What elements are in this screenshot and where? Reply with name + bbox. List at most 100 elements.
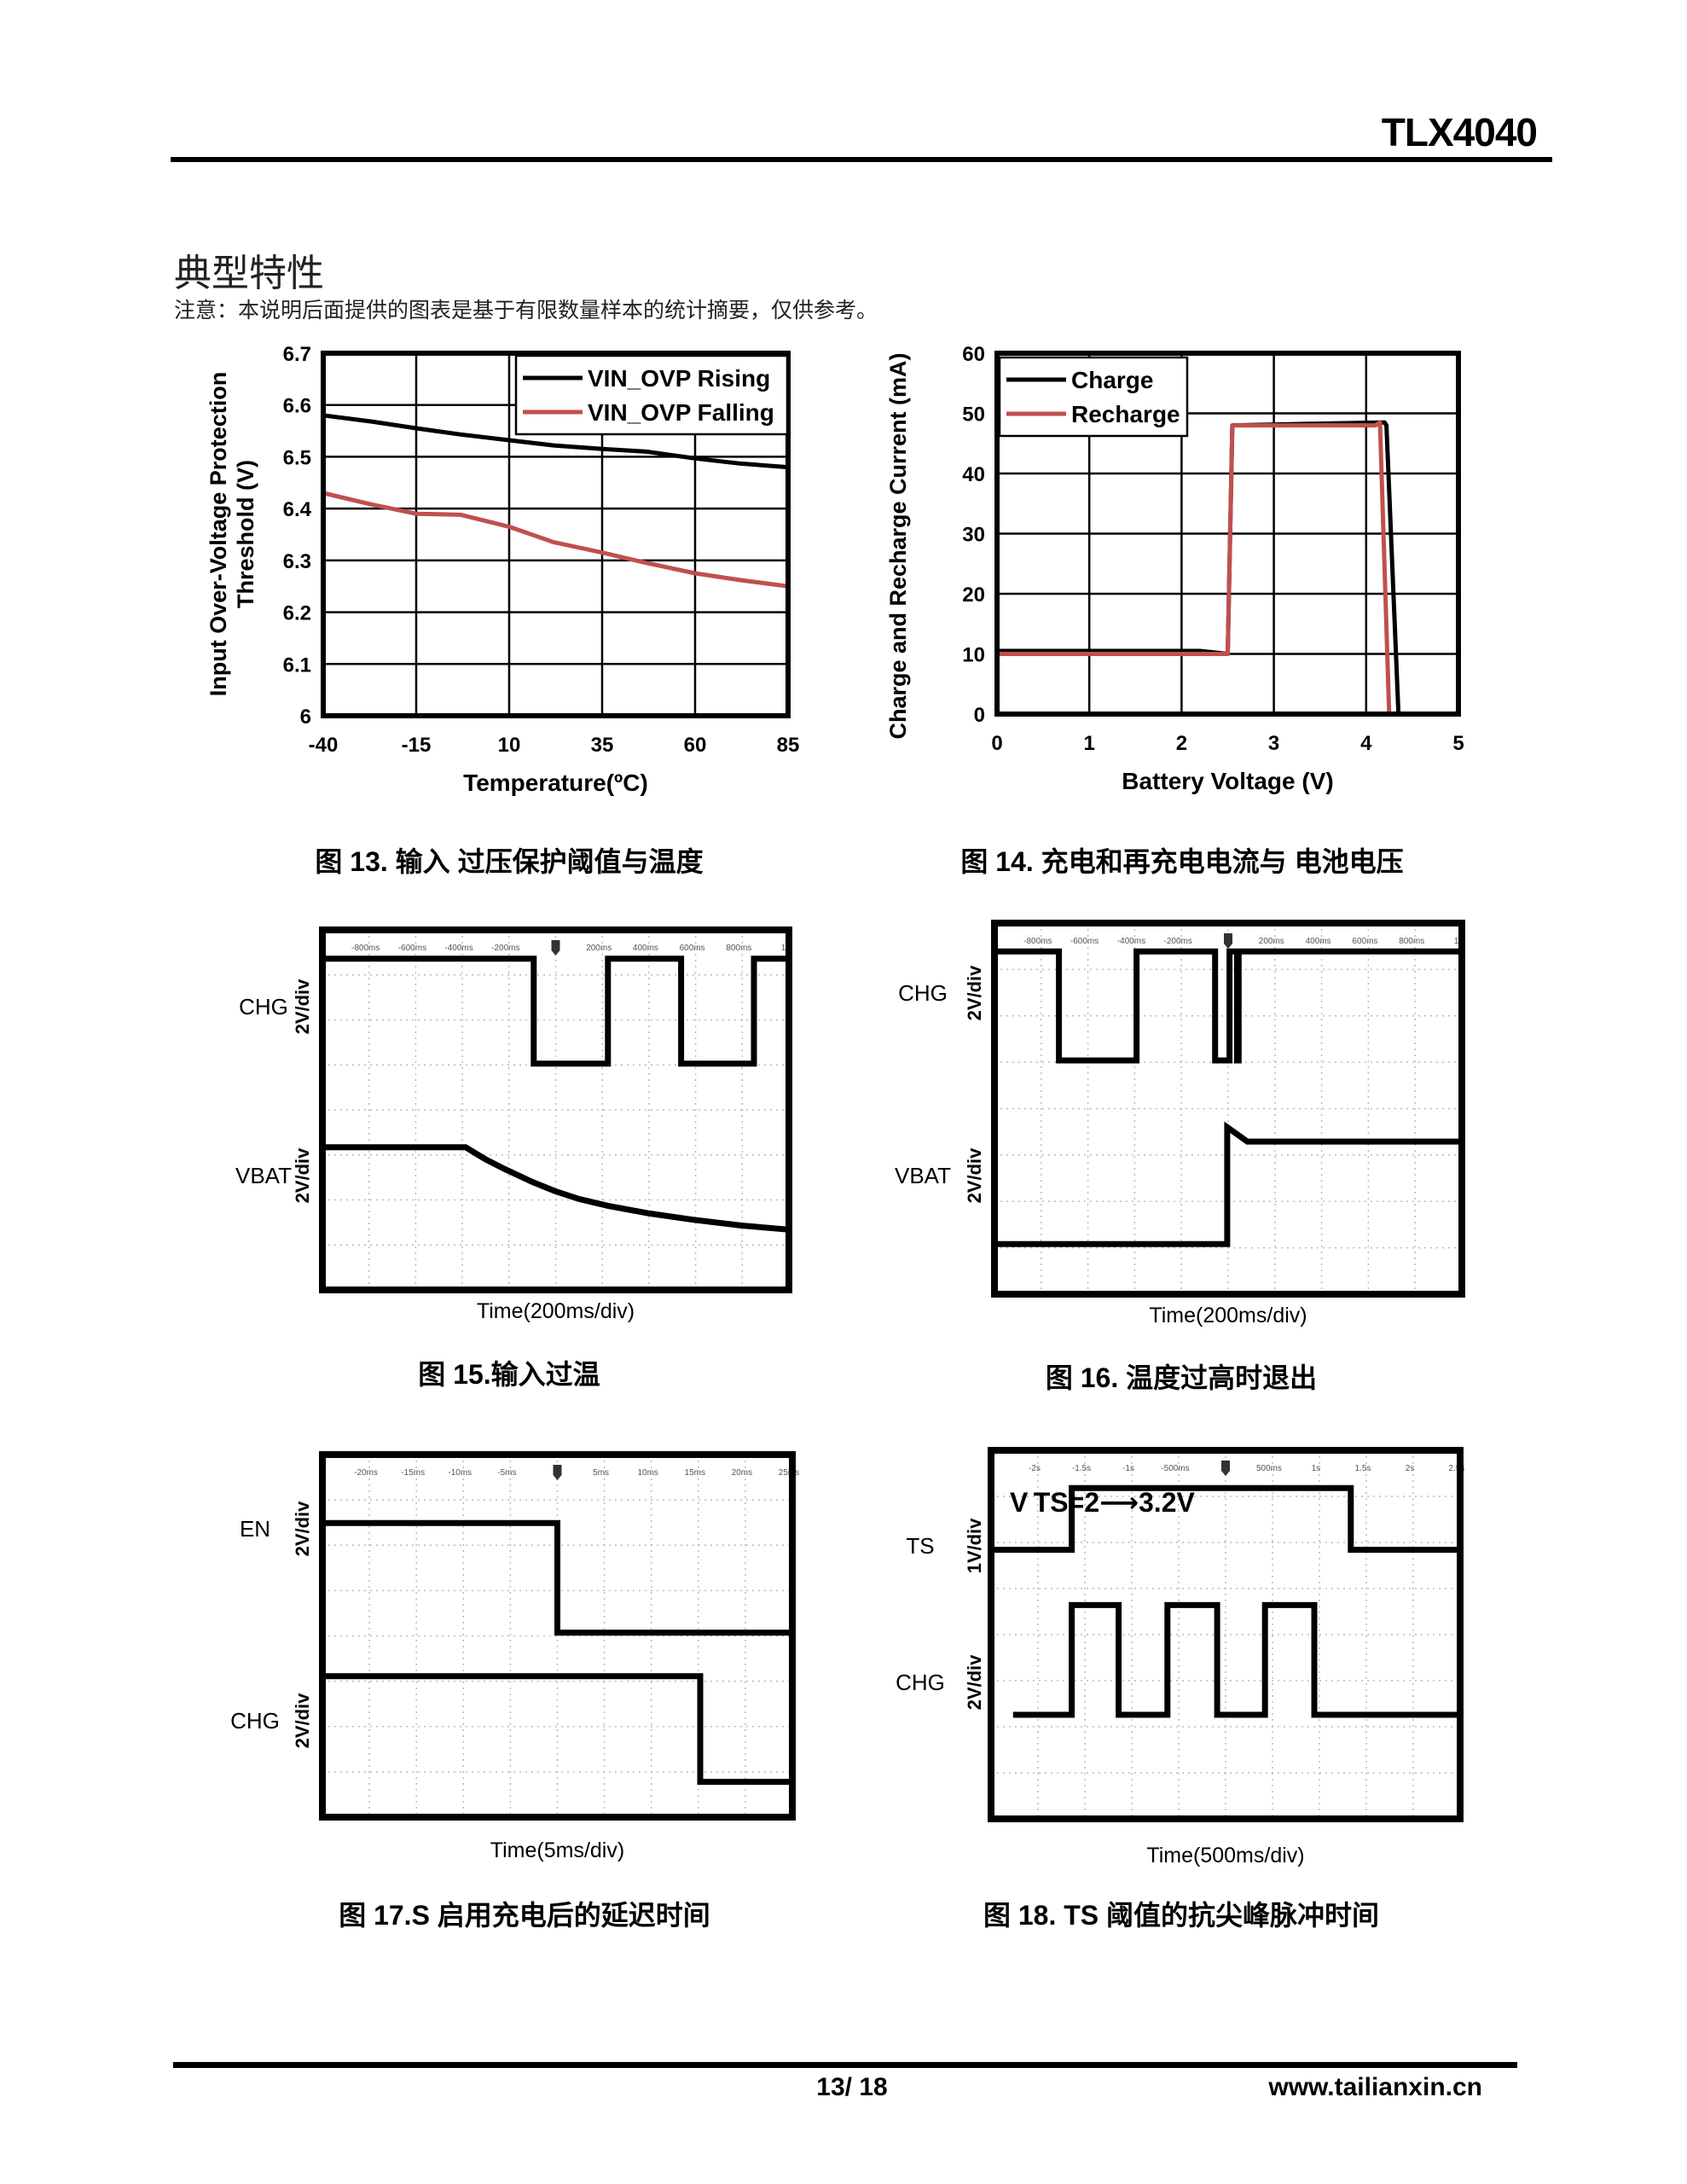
trigger-marker-icon [551, 940, 560, 956]
time-tick-label: 400ms [633, 944, 658, 953]
channel-scale-label: 2V/div [964, 965, 985, 1021]
fig16-scope: -800ms -600ms -400ms -200ms 200ms 400ms 600ms 8… [895, 920, 1465, 1327]
header-rule [171, 157, 1552, 162]
y-tick-label: 6 [300, 706, 311, 729]
channel-scale-label: 2V/div [292, 979, 313, 1035]
x-tick-label: 4 [1360, 732, 1372, 755]
time-axis-label: Time(200ms/div) [477, 1299, 635, 1323]
channel-label: EN [240, 1516, 270, 1542]
x-tick-label: -15 [402, 734, 432, 757]
document-title: TLX4040 [1381, 110, 1538, 154]
y-tick-label: 60 [962, 343, 985, 366]
time-tick-label: 2s [1406, 1464, 1415, 1473]
y-tick-label: 6.1 [283, 653, 311, 677]
trace-ts [991, 1484, 1460, 1554]
y-tick-label: 6.3 [283, 550, 311, 573]
time-tick-label: -200ms [491, 944, 519, 953]
caption-fig16: 图 16. 温度过高时退出 [1045, 1362, 1318, 1393]
time-tick-label: -500ms [1161, 1464, 1189, 1473]
x-tick-label: 3 [1268, 732, 1279, 755]
channel-scale-label: 2V/div [292, 1693, 313, 1749]
channel-label: VBAT [235, 1163, 292, 1188]
legend-label: VIN_OVP Rising [588, 365, 770, 392]
time-tick-label: -800ms [1023, 937, 1052, 946]
trigger-marker-icon [553, 1465, 562, 1480]
x-tick-label: 60 [684, 734, 707, 757]
series-line-vin-ovp-falling [322, 491, 789, 589]
time-tick-label: 10ms [637, 1468, 658, 1478]
footer-rule [173, 2062, 1517, 2068]
time-tick-label: 5ms [593, 1468, 609, 1478]
scope-border [319, 926, 792, 1293]
time-tick-label: -15ms [401, 1468, 425, 1478]
plot-border [994, 351, 1461, 717]
legend-label: VIN_OVP Falling [588, 399, 774, 426]
scope-border [988, 1447, 1464, 1822]
fig17-scope: -20ms -15ms -10ms -5ms 5ms 10ms 15ms 20ms 25msEN… [230, 1451, 799, 1862]
y-axis-label: Input Over-Voltage Protection [206, 372, 231, 697]
trace-vbat [994, 1121, 1462, 1247]
time-tick-label: -600ms [398, 944, 426, 953]
plot-border [321, 351, 791, 718]
fig15-scope: -800ms -600ms -400ms -200ms 200ms 400ms 600ms 8… [235, 926, 792, 1323]
time-tick-label: -400ms [1117, 937, 1145, 946]
time-tick-label: 20ms [732, 1468, 752, 1478]
time-tick-label: -5ms [497, 1468, 516, 1478]
time-tick-label: 200ms [1259, 937, 1284, 946]
time-axis-label: Time(500ms/div) [1146, 1844, 1304, 1867]
x-axis-label: Battery Voltage (V) [1122, 768, 1333, 794]
channel-label: CHG [898, 980, 948, 1006]
y-tick-label: 6.4 [283, 498, 312, 521]
y-axis-label: Charge and Recharge Current (mA) [885, 352, 911, 739]
time-tick-label: -1s [1122, 1464, 1134, 1473]
time-tick-label: 500ms [1256, 1464, 1282, 1473]
y-tick-label: 6.5 [283, 446, 311, 469]
legend-label: Charge [1071, 367, 1153, 393]
x-tick-label: 0 [991, 732, 1002, 755]
time-tick-label: 1.5s [1355, 1464, 1371, 1473]
y-tick-label: 6.6 [283, 395, 311, 418]
series-line-recharge [997, 420, 1399, 717]
time-tick-label: -20ms [354, 1468, 378, 1478]
x-tick-label: 5 [1452, 732, 1464, 755]
x-tick-label: 35 [591, 734, 614, 757]
x-tick-label: 2 [1176, 732, 1187, 755]
time-tick-label: 1s [1312, 1464, 1321, 1473]
scope-border [991, 920, 1465, 1298]
caption-fig15: 图 15.输入过温 [418, 1359, 600, 1390]
x-tick-label: 85 [777, 734, 800, 757]
time-tick-label: -800ms [351, 944, 380, 953]
x-tick-label: 10 [498, 734, 521, 757]
x-tick-label: 1 [1084, 732, 1095, 755]
y-tick-label: 6.7 [283, 343, 311, 366]
y-tick-label: 50 [962, 404, 985, 427]
channel-label: CHG [230, 1708, 280, 1734]
channel-scale-label: 1V/div [964, 1518, 985, 1574]
website-url: www.tailianxin.cn [1268, 2073, 1482, 2101]
fig14-chart: 0 10 20 30 40 50 60 0 1 2 3 4 5 Charge Recharge Battery… [885, 343, 1464, 794]
y-tick-label: 6.2 [283, 602, 311, 625]
time-tick-label: 600ms [680, 944, 705, 953]
time-tick-label: 600ms [1352, 937, 1377, 946]
y-tick-label: 0 [974, 704, 985, 727]
caption-fig17: 图 17.S 启用充电后的延迟时间 [339, 1900, 710, 1931]
caption-fig13: 图 13. 输入 过压保护阈值与温度 [315, 846, 704, 877]
scope-border [319, 1451, 796, 1821]
channel-label: CHG [239, 994, 288, 1019]
time-tick-label: 800ms [726, 944, 751, 953]
series-line-charge [997, 420, 1412, 717]
legend-label: Recharge [1071, 401, 1180, 427]
y-tick-label: 10 [962, 644, 985, 667]
y-tick-label: 40 [962, 463, 985, 486]
trace-en [322, 1519, 792, 1636]
channel-scale-label: 2V/div [292, 1501, 313, 1557]
channel-label: VBAT [895, 1163, 951, 1188]
caption-fig18: 图 18. TS 阈值的抗尖峰脉冲时间 [983, 1900, 1380, 1931]
section-heading: 典型特性 [174, 252, 324, 295]
time-tick-label: -400ms [444, 944, 472, 953]
scope-annotation: V TS=2⟶3.2V [1010, 1487, 1195, 1518]
time-tick-label: 800ms [1399, 937, 1424, 946]
section-note: 注意：本说明后面提供的图表是基于有限数量样本的统计摘要，仅供参考。 [174, 299, 878, 322]
